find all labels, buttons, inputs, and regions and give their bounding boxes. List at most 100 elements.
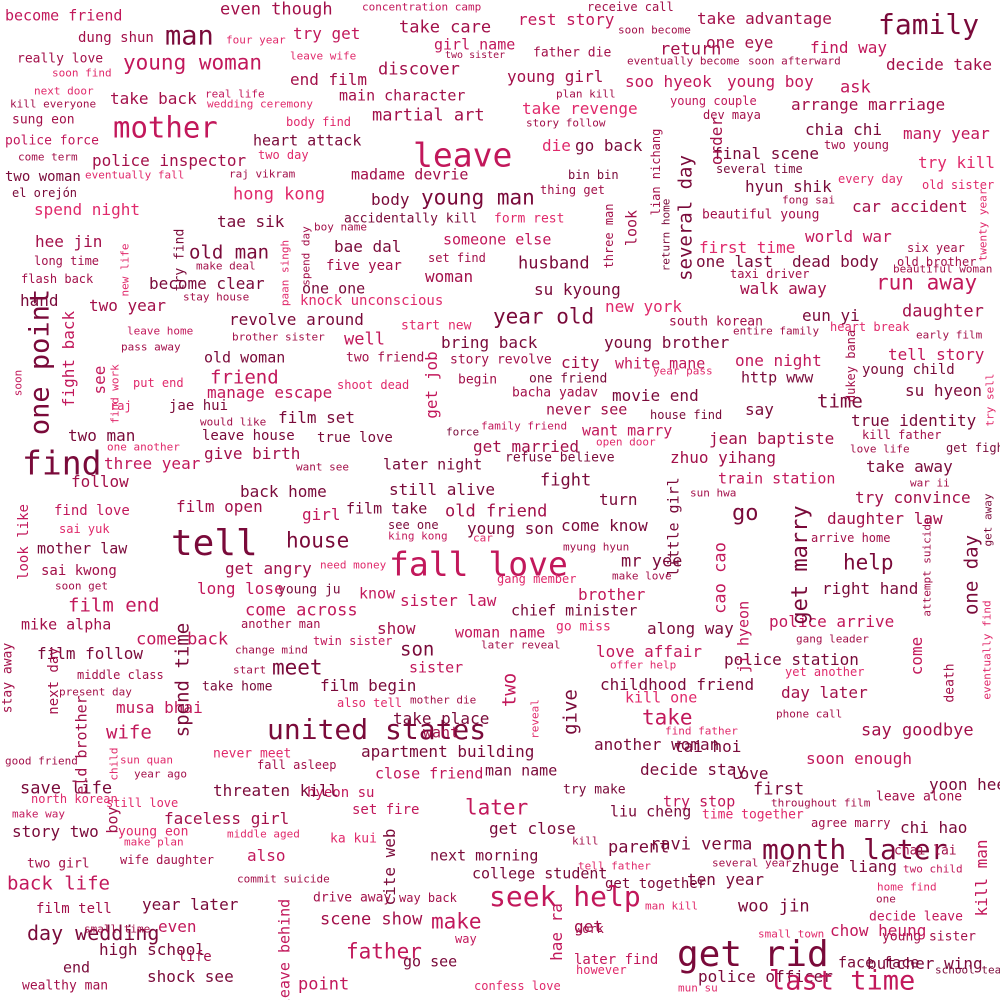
cloud-word: beautiful young	[702, 207, 820, 223]
cloud-word: two friend	[346, 350, 425, 366]
cloud-word: sai kwong	[41, 563, 117, 579]
cloud-word: time together	[702, 807, 804, 823]
cloud-word: wedding ceremony	[207, 97, 313, 111]
cloud-word: drive away	[313, 890, 392, 906]
cloud-word: zhuge liang	[791, 857, 897, 876]
cloud-word: fall asleep	[257, 758, 337, 772]
cloud-word: go	[732, 501, 759, 526]
cloud-word: one eye	[706, 33, 774, 52]
cloud-word: also tell	[337, 696, 403, 710]
cloud-word: love life	[850, 442, 910, 456]
cloud-word: cite web	[380, 828, 399, 906]
cloud-word: police arrive	[769, 612, 895, 631]
cloud-word: reveal	[528, 699, 542, 739]
cloud-word: also	[247, 846, 286, 865]
cloud-word: next morning	[430, 846, 539, 865]
cloud-word: love	[730, 764, 769, 783]
cloud-word: find way	[810, 38, 888, 57]
cloud-word: fong sai	[782, 193, 835, 207]
cloud-word: story follow	[526, 116, 606, 130]
cloud-word: son	[400, 638, 435, 661]
cloud-word: stay house	[183, 290, 250, 304]
cloud-word: death	[942, 663, 958, 703]
cloud-word: receive call	[587, 0, 674, 14]
cloud-word: come term	[18, 150, 78, 164]
cloud-word: mr yee	[621, 551, 683, 572]
cloud-word: cao cao	[710, 542, 731, 614]
cloud-word: come across	[245, 600, 358, 621]
cloud-word: ji hyeon	[734, 600, 753, 674]
cloud-word: first time	[699, 238, 796, 257]
cloud-word: early film	[916, 328, 983, 342]
cloud-word: set find	[428, 251, 486, 265]
cloud-word: threaten kill	[213, 781, 339, 800]
cloud-word: take advantage	[697, 9, 832, 28]
cloud-word: eun yi	[802, 306, 860, 325]
cloud-word: manage escape	[207, 383, 333, 402]
cloud-word: point	[298, 974, 350, 995]
cloud-word: get together	[605, 876, 707, 892]
cloud-word: old sister	[922, 178, 995, 192]
cloud-word: old man	[189, 241, 270, 264]
cloud-word: later reveal	[481, 638, 561, 652]
cloud-word: jean baptiste	[709, 429, 835, 448]
cloud-word: final scene	[713, 144, 819, 163]
cloud-word: tell father	[578, 859, 651, 873]
cloud-word: hyeon su	[307, 785, 375, 801]
cloud-word: high school	[99, 940, 205, 959]
cloud-word: man	[165, 20, 214, 52]
cloud-word: mike alpha	[21, 615, 112, 634]
cloud-word: get close	[489, 819, 576, 838]
cloud-word: madame devrie	[351, 165, 469, 184]
cloud-word: world war	[805, 227, 892, 246]
cloud-word: one day	[960, 534, 983, 616]
cloud-word: set fire	[352, 802, 420, 818]
cloud-word: take home	[202, 679, 273, 695]
cloud-word: find work	[108, 364, 122, 424]
cloud-word: never see	[546, 400, 628, 419]
cloud-word: sai yuk	[59, 522, 110, 536]
cloud-word: yet another	[785, 665, 865, 679]
cloud-word: myung hyun	[563, 540, 630, 554]
cloud-word: become clear	[149, 274, 265, 293]
cloud-word: chi hao	[900, 818, 968, 837]
cloud-word: time	[817, 390, 863, 413]
cloud-word: show	[377, 619, 416, 638]
cloud-word: young ju	[278, 582, 341, 598]
cloud-word: save life	[20, 778, 113, 799]
cloud-word: make love	[612, 569, 672, 583]
cloud-word: young man	[421, 185, 535, 210]
cloud-word: put end	[133, 376, 184, 390]
cloud-word: pass away	[121, 340, 181, 354]
cloud-word: chai lai	[894, 843, 957, 859]
cloud-word: dead body	[792, 252, 879, 271]
cloud-word: bacha yadav	[512, 385, 599, 401]
cloud-word: back life	[7, 872, 110, 895]
cloud-word: man name	[485, 761, 558, 780]
cloud-word: take	[642, 705, 693, 730]
cloud-word: long lose	[197, 579, 284, 598]
cloud-word: want marry	[582, 421, 673, 440]
cloud-word: mun su	[678, 981, 718, 995]
cloud-word: family	[878, 8, 980, 41]
cloud-word: die	[542, 136, 571, 155]
cloud-word: butcher wing	[867, 954, 983, 973]
cloud-word: wife	[106, 721, 152, 744]
cloud-word: fight back	[59, 310, 78, 408]
cloud-word: tae sik	[217, 212, 285, 231]
cloud-word: next day	[46, 647, 62, 715]
cloud-word: mother law	[37, 539, 128, 558]
cloud-word: one one	[302, 279, 366, 298]
cloud-word: young brother	[604, 333, 730, 352]
cloud-word: film take	[346, 499, 428, 518]
cloud-word: take back	[110, 89, 197, 108]
cloud-word: brother	[578, 585, 646, 604]
cloud-word: middle aged	[227, 827, 300, 841]
cloud-word: sister	[409, 658, 464, 677]
cloud-word: attempt suicide	[920, 517, 934, 617]
cloud-word: true identity	[851, 411, 977, 430]
cloud-word: two woman	[5, 169, 81, 185]
cloud-word: day wedding	[27, 921, 160, 945]
cloud-word: get fight	[946, 441, 1000, 455]
